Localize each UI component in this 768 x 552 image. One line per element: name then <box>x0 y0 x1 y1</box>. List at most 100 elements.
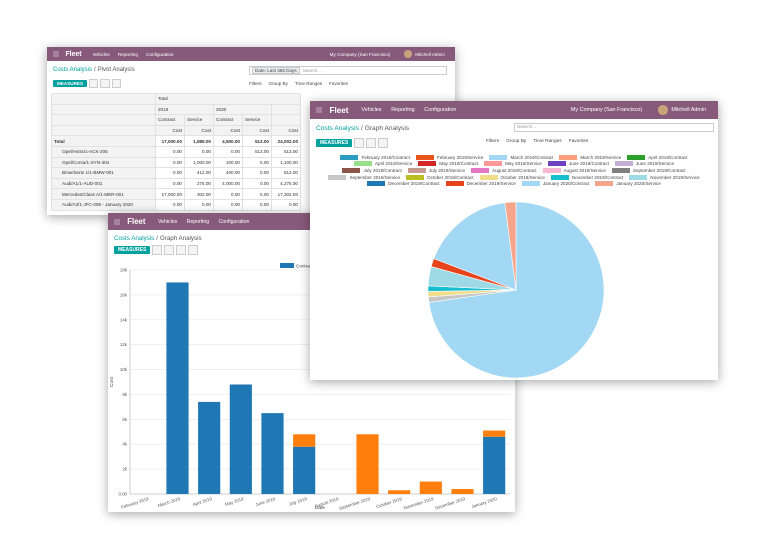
legend-item[interactable]: February 2019/Contract <box>340 154 410 160</box>
search-option[interactable]: Group By <box>506 139 527 144</box>
legend-item[interactable]: December 2019/Contract <box>367 181 440 187</box>
measures-button[interactable]: MEASURES <box>114 246 151 254</box>
search-option[interactable]: Filters <box>249 81 262 86</box>
search-option[interactable]: Favorites <box>568 139 589 144</box>
search-option[interactable]: Group By <box>268 81 288 86</box>
view-switch-icon[interactable] <box>89 79 99 89</box>
measure-header: Cost <box>213 124 243 137</box>
pie-graph-window: Fleet Vehicles Reporting Configuration My Co… <box>310 101 718 380</box>
view-switch-icon[interactable] <box>100 79 110 89</box>
search-input[interactable]: Search... <box>302 68 322 73</box>
legend-item[interactable]: July 2019/Contract <box>342 167 402 173</box>
legend-swatch <box>415 154 434 160</box>
row-header[interactable]: Opel/Astra/1-ACK-205 <box>51 145 156 158</box>
column-header[interactable]: Service <box>242 114 272 126</box>
breadcrumb-link[interactable]: Costs Analysis <box>114 235 155 242</box>
view-switch-icon[interactable] <box>176 245 187 255</box>
legend-label: February 2019/Service <box>436 154 484 160</box>
legend-item[interactable]: May 2019/Service <box>484 161 542 167</box>
column-header[interactable]: Contract <box>213 114 243 126</box>
row-header[interactable]: Audi/A1/1-AUD-001 <box>51 177 156 190</box>
menu-item[interactable]: Reporting <box>117 51 138 57</box>
search-box: Date: Last 365 Days Search... <box>249 66 447 75</box>
menu-item[interactable]: Reporting <box>391 107 415 113</box>
row-header[interactable]: Mercedes/Class A/1-MER-001 <box>51 188 156 200</box>
menu-item[interactable]: Vehicles <box>92 51 110 57</box>
view-switch-icon[interactable] <box>164 245 175 255</box>
pie-slice <box>428 290 516 303</box>
menu-item[interactable]: Reporting <box>186 218 210 225</box>
legend-item[interactable]: January 2020/Service <box>595 181 661 187</box>
column-header[interactable]: 2019 <box>155 103 214 116</box>
breadcrumb-link[interactable]: Costs Analysis <box>53 67 93 73</box>
company-switcher[interactable]: My Company (San Francisco) <box>329 51 391 57</box>
menu-item[interactable]: Configuration <box>146 51 174 57</box>
user-menu[interactable]: Mitchell Admin <box>671 106 707 113</box>
menu-item[interactable]: Configuration <box>424 107 457 113</box>
legend-item[interactable]: July 2019/Service <box>407 167 465 173</box>
apps-menu-icon[interactable] <box>53 51 59 57</box>
legend-item[interactable]: December 2019/Service <box>445 181 516 187</box>
legend-item[interactable]: April 2019/Contract <box>627 154 688 160</box>
view-switch-icon[interactable] <box>111 79 122 89</box>
menu-item[interactable]: Vehicles <box>157 218 178 225</box>
search-input[interactable]: Search... <box>517 125 537 130</box>
legend-item[interactable]: May 2019/Contract <box>418 161 478 167</box>
apps-menu-icon[interactable] <box>114 218 120 225</box>
column-header[interactable]: Contract <box>155 114 185 126</box>
user-menu[interactable]: Mitchell Admin <box>415 51 445 57</box>
legend-label[interactable]: Contract <box>296 264 314 269</box>
row-header[interactable]: Bmw/Serie 1/1-BMW-001 <box>51 167 156 179</box>
view-buttons: MEASURES <box>53 79 122 89</box>
menu-item[interactable]: Configuration <box>218 218 250 225</box>
company-switcher[interactable]: My Company (San Francisco) <box>570 106 643 113</box>
breadcrumb-link[interactable]: Costs Analysis <box>316 125 359 132</box>
legend-item[interactable]: September 2019/Contract <box>611 167 686 173</box>
search-option[interactable]: Filters <box>486 139 500 144</box>
legend-label: June 2019/Contract <box>568 161 609 167</box>
measures-button[interactable]: MEASURES <box>316 139 353 147</box>
legend-item[interactable]: October 2019/Service <box>479 174 545 180</box>
row-header[interactable]: Audi/A3/1-JFC-095 - January 2020 <box>51 198 156 211</box>
pivot-cell: 0.00 <box>242 198 272 211</box>
view-switch-icon[interactable] <box>378 138 389 148</box>
view-switch-icon[interactable] <box>152 245 163 255</box>
pie-slice <box>430 258 517 291</box>
pivot-row: Audi/A1/1-AUD-001 0.00 275.00 4,000.00 0.00 4… <box>51 177 301 190</box>
legend-item[interactable]: January 2020/Contract <box>521 181 589 187</box>
column-header[interactable]: Total <box>155 93 301 105</box>
view-switch-icon[interactable] <box>188 245 199 255</box>
row-header[interactable]: Total <box>51 135 156 147</box>
legend-item[interactable]: November 2019/Contract <box>550 174 623 180</box>
view-buttons: MEASURES <box>114 245 199 255</box>
legend-item[interactable]: March 2019/Service <box>559 154 621 160</box>
legend-item[interactable]: February 2019/Service <box>415 154 484 160</box>
legend-swatch <box>611 167 630 173</box>
column-header[interactable]: Service <box>184 114 214 126</box>
legend-item[interactable]: June 2019/Service <box>614 161 674 167</box>
legend-item[interactable]: September 2019/Service <box>328 174 400 180</box>
pivot-cell: 400.00 <box>213 167 243 179</box>
menu-item[interactable]: Vehicles <box>361 107 382 113</box>
search-option[interactable]: Time Ranges <box>294 81 323 86</box>
legend-item[interactable]: March 2019/Contract <box>489 154 553 160</box>
systray: My Company (San Francisco) Mitchell Admin <box>570 105 718 115</box>
legend-item[interactable]: August 2019/Service <box>542 167 606 173</box>
search-option[interactable]: Time Ranges <box>533 139 562 144</box>
measures-button[interactable]: MEASURES <box>53 80 88 88</box>
y-tick-label: 4k <box>122 442 127 447</box>
view-switch-icon[interactable] <box>354 138 365 148</box>
row-header[interactable]: Opel/Corsa/1-SYN-404 <box>51 156 156 169</box>
legend-item[interactable]: August 2019/Contract <box>471 167 537 173</box>
apps-menu-icon[interactable] <box>316 107 322 113</box>
search-option[interactable]: Favorites <box>329 81 348 86</box>
measure-header: Cost <box>271 124 301 137</box>
legend-label: December 2019/Contract <box>388 181 440 187</box>
legend-item[interactable]: November 2019/Service <box>629 174 700 180</box>
avatar <box>658 105 668 115</box>
column-header[interactable]: 2020 <box>213 103 272 116</box>
view-switch-icon[interactable] <box>366 138 377 148</box>
legend-item[interactable]: April 2019/Service <box>353 161 412 167</box>
legend-item[interactable]: June 2019/Contract <box>547 161 609 167</box>
legend-item[interactable]: October 2019/Contract <box>406 174 474 180</box>
